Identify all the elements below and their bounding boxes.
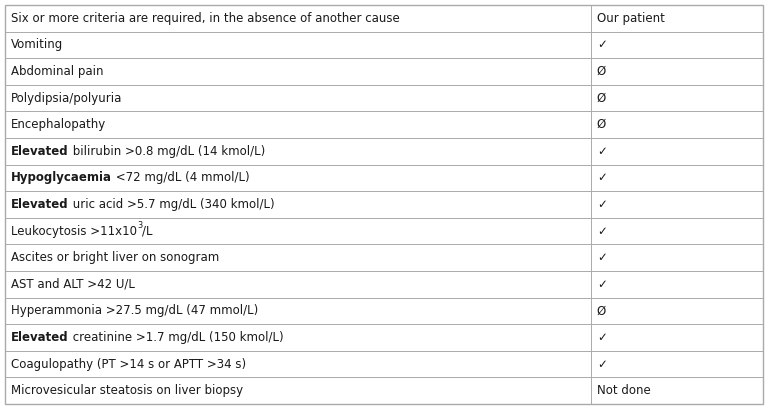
Text: <72 mg/dL (4 mmol/L): <72 mg/dL (4 mmol/L) <box>112 171 250 184</box>
Text: Ø: Ø <box>597 65 606 78</box>
Text: Coagulopathy (PT >14 s or APTT >34 s): Coagulopathy (PT >14 s or APTT >34 s) <box>11 357 246 371</box>
Text: AST and ALT >42 U/L: AST and ALT >42 U/L <box>11 278 135 291</box>
Text: Ø: Ø <box>597 304 606 317</box>
Text: Six or more criteria are required, in the absence of another cause: Six or more criteria are required, in th… <box>11 12 400 25</box>
Text: bilirubin >0.8 mg/dL (14 kmol/L): bilirubin >0.8 mg/dL (14 kmol/L) <box>68 145 265 158</box>
Text: Elevated: Elevated <box>11 331 68 344</box>
Text: Hyperammonia >27.5 mg/dL (47 mmol/L): Hyperammonia >27.5 mg/dL (47 mmol/L) <box>11 304 258 317</box>
Text: Leukocytosis >11x10: Leukocytosis >11x10 <box>11 225 137 238</box>
Text: ✓: ✓ <box>597 38 607 52</box>
Text: Encephalopathy: Encephalopathy <box>11 118 106 131</box>
Text: /L: /L <box>142 225 153 238</box>
Text: ✓: ✓ <box>597 251 607 264</box>
Text: Polydipsia/polyuria: Polydipsia/polyuria <box>11 92 122 105</box>
Text: uric acid >5.7 mg/dL (340 kmol/L): uric acid >5.7 mg/dL (340 kmol/L) <box>68 198 274 211</box>
Text: Elevated: Elevated <box>11 145 68 158</box>
Text: ✓: ✓ <box>597 357 607 371</box>
Text: ✓: ✓ <box>597 171 607 184</box>
Text: Ø: Ø <box>597 92 606 105</box>
Text: Microvesicular steatosis on liver biopsy: Microvesicular steatosis on liver biopsy <box>11 384 243 397</box>
Text: Elevated: Elevated <box>11 198 68 211</box>
Text: Vomiting: Vomiting <box>11 38 63 52</box>
Text: Ø: Ø <box>597 118 606 131</box>
Text: Hypoglycaemia: Hypoglycaemia <box>11 171 112 184</box>
Text: Not done: Not done <box>597 384 650 397</box>
Text: ✓: ✓ <box>597 145 607 158</box>
Text: ✓: ✓ <box>597 278 607 291</box>
Text: Our patient: Our patient <box>597 12 665 25</box>
Text: ✓: ✓ <box>597 225 607 238</box>
Text: Abdominal pain: Abdominal pain <box>11 65 104 78</box>
Text: ✓: ✓ <box>597 331 607 344</box>
Text: ✓: ✓ <box>597 198 607 211</box>
Text: 3: 3 <box>137 221 142 230</box>
Text: creatinine >1.7 mg/dL (150 kmol/L): creatinine >1.7 mg/dL (150 kmol/L) <box>68 331 283 344</box>
Text: Ascites or bright liver on sonogram: Ascites or bright liver on sonogram <box>11 251 219 264</box>
